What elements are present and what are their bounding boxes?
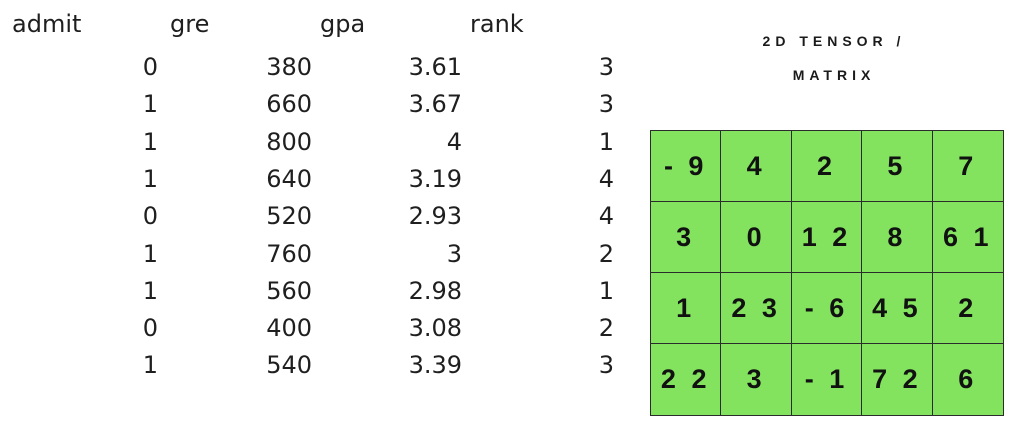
cell-gre: 520 xyxy=(266,202,312,230)
matrix-cell: - 9 xyxy=(651,131,722,202)
matrix-cell: 2 xyxy=(791,131,863,202)
matrix-cell: 6 1 xyxy=(932,202,1003,273)
matrix-cell: 7 2 xyxy=(862,344,933,415)
matrix-cell: 6 xyxy=(932,344,1003,415)
cell-gpa: 3.39 xyxy=(408,351,462,379)
cell-admit: 1 xyxy=(142,240,158,268)
matrix-cell: 8 xyxy=(862,202,933,273)
matrix-cell: 1 2 xyxy=(791,202,863,273)
cell-gpa: 3 xyxy=(446,240,462,268)
cell-gre: 380 xyxy=(266,53,312,81)
matrix-cell: - 1 xyxy=(791,344,863,415)
cell-gre: 640 xyxy=(266,165,312,193)
matrix-cell: 2 2 xyxy=(651,344,722,415)
cell-gre: 760 xyxy=(266,240,312,268)
cell-gpa: 3.08 xyxy=(408,314,462,342)
matrix-cell: 4 5 xyxy=(862,273,933,344)
cell-admit: 1 xyxy=(142,165,158,193)
matrix-title-line2: MATRIX xyxy=(792,67,876,83)
cell-admit: 1 xyxy=(142,277,158,305)
cell-rank: 2 xyxy=(598,314,614,342)
cell-gre: 560 xyxy=(266,277,312,305)
cell-rank: 1 xyxy=(598,128,614,156)
cell-rank: 2 xyxy=(598,240,614,268)
cell-rank: 3 xyxy=(598,90,614,118)
header-admit: admit xyxy=(12,10,82,38)
cell-gre: 540 xyxy=(266,351,312,379)
cell-gpa: 2.98 xyxy=(408,277,462,305)
cell-rank: 3 xyxy=(598,53,614,81)
cell-gpa: 3.61 xyxy=(408,53,462,81)
header-gpa: gpa xyxy=(320,10,366,38)
cell-gpa: 2.93 xyxy=(408,202,462,230)
cell-rank: 4 xyxy=(598,165,614,193)
header-gre: gre xyxy=(170,10,210,38)
cell-admit: 0 xyxy=(142,202,158,230)
cell-gpa: 3.19 xyxy=(408,165,462,193)
matrix-cell: 0 xyxy=(721,202,792,273)
matrix-cell: 3 xyxy=(721,344,792,415)
cell-gpa: 4 xyxy=(446,128,462,156)
cell-gre: 800 xyxy=(266,128,312,156)
cell-rank: 4 xyxy=(598,202,614,230)
cell-gpa: 3.67 xyxy=(408,90,462,118)
cell-gre: 400 xyxy=(266,314,312,342)
cell-admit: 1 xyxy=(142,351,158,379)
header-rank: rank xyxy=(470,10,524,38)
cell-admit: 0 xyxy=(142,53,158,81)
cell-admit: 1 xyxy=(142,128,158,156)
matrix-cell: - 6 xyxy=(791,273,863,344)
matrix-cell: 2 xyxy=(932,273,1003,344)
matrix-cell: 2 3 xyxy=(721,273,792,344)
matrix-title-line1: 2D TENSOR / xyxy=(762,33,906,49)
matrix-cell: 1 xyxy=(651,273,722,344)
cell-rank: 3 xyxy=(598,351,614,379)
matrix-cell: 3 xyxy=(651,202,722,273)
matrix-cell: 7 xyxy=(932,131,1003,202)
matrix-cell: 5 xyxy=(862,131,933,202)
cell-admit: 0 xyxy=(142,314,158,342)
matrix-cell: 4 xyxy=(721,131,792,202)
cell-admit: 1 xyxy=(142,90,158,118)
cell-gre: 660 xyxy=(266,90,312,118)
data-table: admit gre gpa rank 0 380 3.61 3 1 660 3.67 3 1 80… xyxy=(12,10,614,379)
cell-rank: 1 xyxy=(598,277,614,305)
